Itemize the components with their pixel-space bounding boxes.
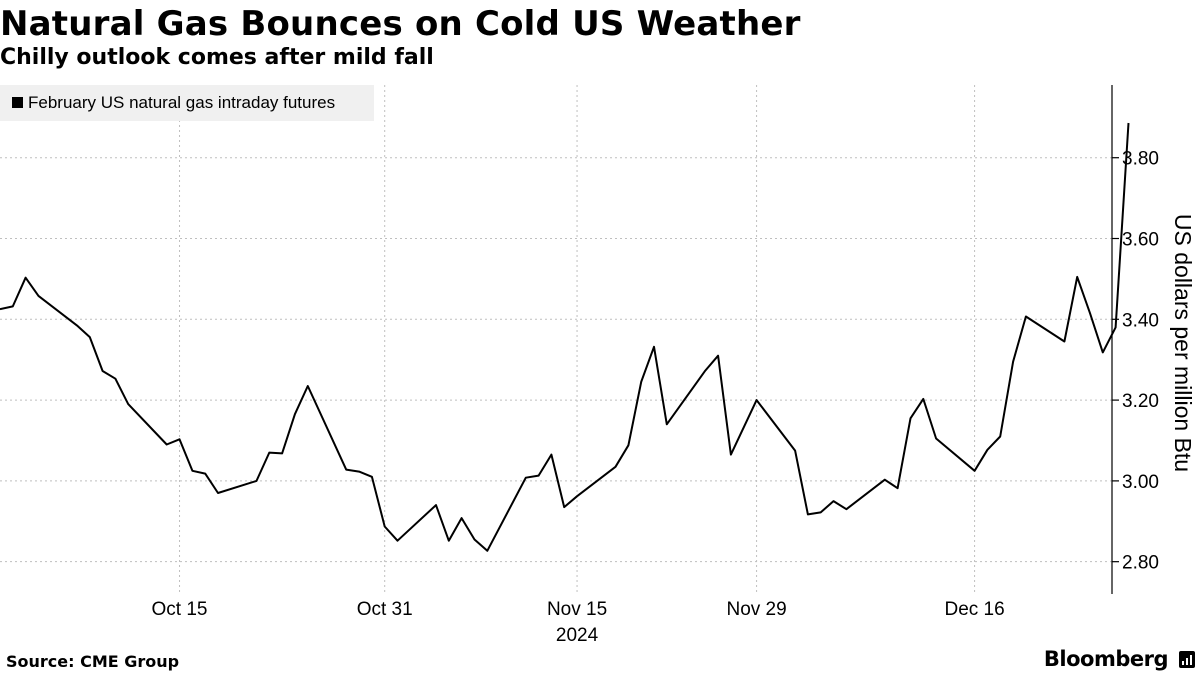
legend-swatch <box>12 97 23 108</box>
y-tick-label: 3.80 <box>1122 149 1159 170</box>
y-axis: 2.80 3.00 3.20 3.40 3.60 3.80 <box>1111 85 1159 594</box>
y-tick-label: 2.80 <box>1122 553 1159 574</box>
source-note: Source: CME Group <box>6 652 180 671</box>
x-tick-label: Dec 16 <box>944 599 1004 620</box>
x-tick-label: Nov 29 <box>726 599 786 620</box>
legend: February US natural gas intraday futures <box>0 85 374 121</box>
chart-subtitle: Chilly outlook comes after mild fall <box>0 45 434 70</box>
x-tick-label: Oct 31 <box>357 599 413 620</box>
series-line <box>0 122 1130 552</box>
x-tick-label: Nov 15 <box>547 599 607 620</box>
legend-label: February US natural gas intraday futures <box>28 93 336 112</box>
bloomberg-chart-icon <box>1179 651 1195 668</box>
x-axis: Oct 15 Oct 31 Nov 15 Nov 29 Dec 16 2024 <box>152 599 1005 646</box>
x-year-label: 2024 <box>556 625 599 646</box>
gridlines <box>0 85 1112 594</box>
y-tick-label: 3.20 <box>1122 391 1159 412</box>
x-tick-label: Oct 15 <box>152 599 208 620</box>
y-tick-label: 3.00 <box>1122 472 1159 493</box>
brand-logo: Bloomberg <box>1043 647 1169 671</box>
y-tick-label: 3.60 <box>1122 230 1159 251</box>
y-tick-label: 3.40 <box>1122 310 1159 331</box>
y-axis-label: US dollars per million Btu <box>1170 214 1196 472</box>
series-group <box>0 122 1130 552</box>
chart-title: Natural Gas Bounces on Cold US Weather <box>0 4 801 44</box>
